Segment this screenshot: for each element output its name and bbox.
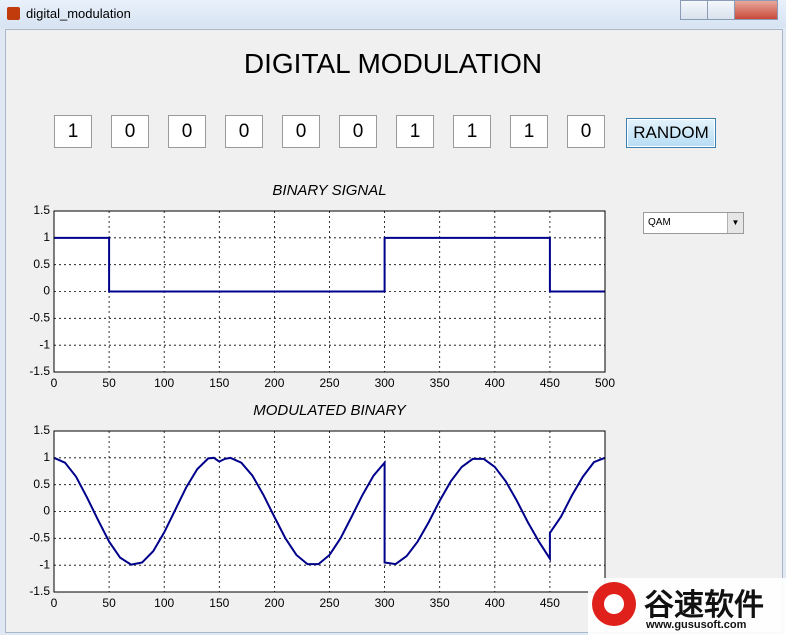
y-tick-label: 1.5 bbox=[33, 423, 50, 437]
axes-box bbox=[53, 210, 606, 373]
x-tick-label: 300 bbox=[375, 596, 395, 610]
x-tick-label: 150 bbox=[209, 376, 229, 390]
y-tick-label: 1.5 bbox=[33, 203, 50, 217]
watermark-brand: 谷速软件 bbox=[644, 588, 764, 623]
close-button[interactable] bbox=[734, 0, 778, 20]
bit-input[interactable]: 0 bbox=[339, 115, 377, 148]
y-tick-label: 0 bbox=[43, 284, 50, 298]
x-tick-label: 450 bbox=[540, 596, 560, 610]
app-icon bbox=[7, 7, 20, 20]
y-tick-label: -1.5 bbox=[29, 584, 50, 598]
window-controls bbox=[680, 0, 778, 20]
y-tick-label: -0.5 bbox=[29, 531, 50, 545]
random-button[interactable]: RANDOM bbox=[626, 118, 716, 148]
x-tick-label: 100 bbox=[154, 376, 174, 390]
x-tick-label: 0 bbox=[51, 596, 58, 610]
data-line bbox=[54, 236, 605, 293]
y-tick-label: -0.5 bbox=[29, 311, 50, 325]
x-tick-label: 50 bbox=[102, 376, 116, 390]
watermark: 谷速软件 www.gususoft.com bbox=[588, 578, 786, 635]
bit-input[interactable]: 0 bbox=[225, 115, 263, 148]
bit-input[interactable]: 1 bbox=[453, 115, 491, 148]
dropdown-arrow[interactable]: ▼ bbox=[727, 213, 743, 233]
x-tick-label: 350 bbox=[430, 376, 450, 390]
x-tick-label: 250 bbox=[319, 376, 339, 390]
data-line bbox=[53, 456, 606, 566]
x-tick-label: 200 bbox=[264, 376, 284, 390]
window-title: digital_modulation bbox=[26, 6, 131, 21]
modulation-dropdown[interactable]: QAM ▼ bbox=[643, 212, 744, 234]
y-tick-label: 1 bbox=[43, 450, 50, 464]
bit-input[interactable]: 1 bbox=[54, 115, 92, 148]
x-tick-label: 200 bbox=[264, 596, 284, 610]
heading: DIGITAL MODULATION bbox=[243, 48, 543, 79]
x-tick-label: 400 bbox=[485, 596, 505, 610]
x-tick-label: 400 bbox=[485, 376, 505, 390]
x-tick-label: 0 bbox=[51, 376, 58, 390]
y-tick-label: 1 bbox=[43, 230, 50, 244]
axes-box bbox=[53, 430, 606, 593]
x-tick-label: 50 bbox=[102, 596, 116, 610]
bit-input[interactable]: 1 bbox=[510, 115, 548, 148]
watermark-logo bbox=[592, 582, 636, 626]
x-tick-label: 350 bbox=[430, 596, 450, 610]
y-tick-label: 0.5 bbox=[33, 477, 50, 491]
bit-input[interactable]: 1 bbox=[396, 115, 434, 148]
bit-input[interactable]: 0 bbox=[567, 115, 605, 148]
y-tick-label: 0.5 bbox=[33, 257, 50, 271]
y-tick-label: 0 bbox=[43, 504, 50, 518]
y-tick-label: -1 bbox=[39, 557, 50, 571]
x-tick-label: 150 bbox=[209, 596, 229, 610]
bit-input[interactable]: 0 bbox=[282, 115, 320, 148]
plot-title: MODULATED BINARY bbox=[253, 402, 407, 419]
x-tick-label: 450 bbox=[540, 376, 560, 390]
plot-title: BINARY SIGNAL bbox=[272, 182, 386, 199]
y-tick-label: -1 bbox=[39, 337, 50, 351]
dropdown-value: QAM bbox=[648, 217, 671, 228]
watermark-url: www.gususoft.com bbox=[646, 619, 747, 631]
bit-input[interactable]: 0 bbox=[111, 115, 149, 148]
x-tick-label: 300 bbox=[375, 376, 395, 390]
y-tick-label: -1.5 bbox=[29, 364, 50, 378]
x-tick-label: 500 bbox=[595, 376, 615, 390]
title-bar: digital_modulation bbox=[0, 0, 786, 28]
x-tick-label: 100 bbox=[154, 596, 174, 610]
x-tick-label: 250 bbox=[319, 596, 339, 610]
bit-input[interactable]: 0 bbox=[168, 115, 206, 148]
